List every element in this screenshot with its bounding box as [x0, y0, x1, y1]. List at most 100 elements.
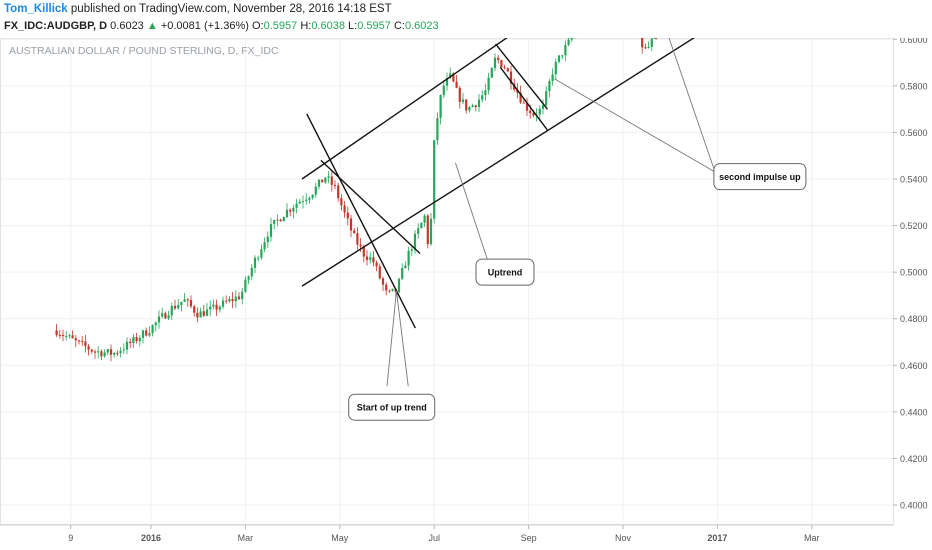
- candle-body: [247, 276, 250, 280]
- candle-body: [644, 47, 647, 49]
- candle-body: [285, 209, 289, 218]
- symbol-label[interactable]: FX_IDC:AUDGBP, D: [4, 20, 108, 32]
- candle-body: [404, 265, 407, 269]
- candle-body: [301, 201, 305, 203]
- candle-body: [212, 304, 215, 307]
- candle-body: [263, 242, 266, 250]
- callout-pointer-uptrend: [455, 162, 489, 263]
- price-tick-label: 0.6000: [900, 38, 928, 45]
- candle-body: [215, 304, 218, 310]
- candle-body: [381, 278, 385, 285]
- callout-second-impulse-text: second impulse up: [719, 172, 801, 182]
- candle-body: [330, 176, 333, 185]
- candle-body: [311, 194, 314, 198]
- candle-body: [557, 55, 561, 62]
- time-axis[interactable]: 9 2016 Mar May Jul Sep Nov 2017 Mar: [0, 524, 893, 543]
- candle-body: [353, 230, 356, 234]
- candle-body: [410, 249, 413, 251]
- candle-body: [455, 81, 458, 88]
- price-tick-label: 0.5200: [900, 221, 928, 231]
- candle-body: [269, 224, 273, 237]
- candle-body: [241, 291, 244, 300]
- candle-body: [145, 330, 148, 336]
- candle-body: [151, 325, 154, 334]
- candle-body: [161, 313, 164, 317]
- callout-pointer-start: [395, 290, 409, 387]
- price-chart[interactable]: AUSTRALIAN DOLLAR / POUND STERLING, D, F…: [0, 38, 932, 550]
- candle-body: [346, 212, 349, 219]
- candle-body: [157, 316, 161, 323]
- candle-body: [650, 38, 653, 48]
- candle-body: [97, 351, 100, 353]
- callout-start-of-trend-text: Start of up trend: [357, 403, 427, 413]
- candle-body: [452, 73, 455, 82]
- candle-body: [289, 209, 292, 212]
- candle-body: [93, 351, 97, 353]
- candle-body: [109, 349, 113, 355]
- low-value: 0.5957: [357, 20, 391, 32]
- candle-body: [135, 336, 138, 342]
- time-tick-label: Mar: [238, 533, 254, 543]
- candle-body: [442, 85, 445, 96]
- candle-body: [183, 299, 186, 302]
- candle-body: [186, 299, 189, 301]
- candle-body: [298, 201, 301, 204]
- candle-body: [490, 68, 493, 78]
- candle-body: [100, 351, 103, 357]
- candle-body: [321, 179, 324, 183]
- candle-body: [429, 218, 433, 245]
- time-tick-label: Jul: [428, 533, 440, 543]
- candle-body: [417, 228, 420, 234]
- high-label: H:: [300, 20, 312, 32]
- candle-body: [567, 39, 570, 45]
- price-tick-label: 0.5000: [900, 268, 928, 278]
- candle-body: [260, 249, 263, 258]
- author-link[interactable]: Tom_Killick: [4, 3, 68, 15]
- time-tick-label: 2017: [707, 533, 727, 543]
- candle-body: [653, 38, 657, 39]
- candle-body: [333, 184, 337, 186]
- candle-body: [423, 215, 426, 223]
- candle-body: [125, 341, 129, 350]
- candle-body: [205, 309, 209, 316]
- candle-body: [385, 284, 388, 291]
- candle-body: [257, 257, 260, 259]
- candle-body: [103, 352, 106, 357]
- candle-body: [545, 91, 548, 106]
- candle-body: [541, 105, 545, 109]
- candle-body: [90, 349, 93, 352]
- open-label: O:: [251, 20, 264, 32]
- candle-body: [282, 217, 285, 222]
- candle-body: [420, 222, 423, 229]
- candle-body: [391, 288, 394, 291]
- candle-body: [493, 57, 497, 69]
- candle-body: [388, 290, 391, 292]
- time-tick-label: 9: [68, 533, 73, 543]
- price-axis[interactable]: 0.4000 0.4200 0.4400 0.4600 0.4800 0.5000 0.52…: [893, 38, 929, 511]
- callout-pointer-impulse: [554, 78, 716, 173]
- candle-body: [196, 312, 199, 318]
- candle-body: [193, 306, 196, 313]
- drawings-layer: [301, 38, 696, 329]
- candle-body: [129, 341, 132, 344]
- candle-body: [471, 105, 474, 108]
- candle-body: [106, 349, 109, 353]
- candle-body: [170, 305, 173, 316]
- candle-body: [138, 337, 141, 342]
- candle-body: [445, 78, 449, 86]
- candle-body: [426, 215, 429, 245]
- price-tick-label: 0.5800: [900, 81, 928, 91]
- candle-body: [465, 99, 468, 111]
- price-tick-label: 0.4800: [900, 314, 928, 324]
- candle-body: [84, 341, 87, 347]
- candle-body: [164, 313, 167, 319]
- candle-body: [122, 349, 125, 351]
- candle-body: [276, 219, 279, 221]
- candle-body: [327, 176, 330, 178]
- candle-body: [500, 60, 503, 68]
- candle-body: [343, 205, 346, 213]
- candle-body: [116, 352, 119, 354]
- candle-body: [484, 90, 487, 96]
- candle-body: [503, 67, 506, 69]
- candle-body: [506, 68, 509, 72]
